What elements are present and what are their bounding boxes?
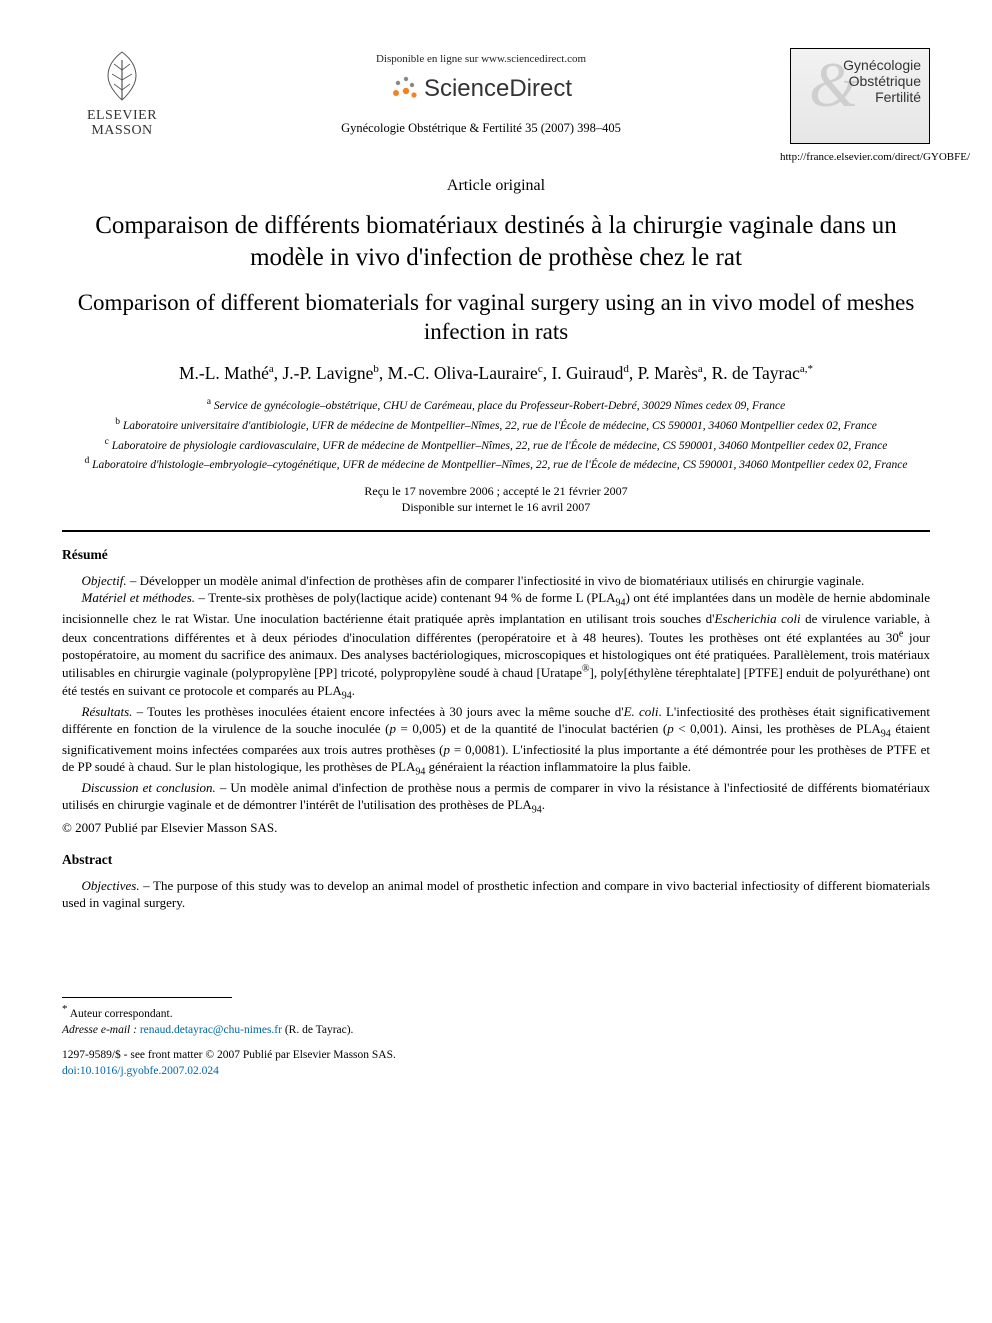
journal-url[interactable]: http://france.elsevier.com/direct/GYOBFE…	[780, 150, 930, 165]
footnote-separator	[62, 997, 232, 998]
journal-cover: & Gynécologie Obstétrique Fertilité	[790, 48, 930, 144]
corresponding-author: * Auteur correspondant.	[62, 1002, 930, 1022]
front-matter: 1297-9589/$ - see front matter © 2007 Pu…	[62, 1048, 930, 1079]
journal-title-block: Gynécologie Obstétrique Fertilité	[843, 57, 921, 105]
sciencedirect-logo: ScienceDirect	[390, 73, 572, 106]
horizontal-rule	[62, 530, 930, 532]
email-link[interactable]: renaud.detayrac@chu-nimes.fr	[140, 1024, 282, 1036]
affiliation-d: d Laboratoire d'histologie–embryologie–c…	[62, 455, 930, 473]
header: ELSEVIER MASSON Disponible en ligne sur …	[62, 48, 930, 165]
publisher-name-2: MASSON	[62, 123, 182, 138]
dates-block: Reçu le 17 novembre 2006 ; accepté le 21…	[62, 483, 930, 515]
doi-link[interactable]: doi:10.1016/j.gyobfe.2007.02.024	[62, 1064, 930, 1080]
resume-copyright: © 2007 Publié par Elsevier Masson SAS.	[62, 819, 930, 837]
sciencedirect-text: ScienceDirect	[424, 73, 572, 105]
header-center: Disponible en ligne sur www.sciencedirec…	[182, 48, 780, 137]
affiliation-b: b Laboratoire universitaire d'antibiolog…	[62, 416, 930, 434]
title-french: Comparaison de différents biomatériaux d…	[62, 210, 930, 273]
received-accepted: Reçu le 17 novembre 2006 ; accepté le 21…	[62, 483, 930, 499]
journal-box: & Gynécologie Obstétrique Fertilité http…	[780, 48, 930, 165]
sciencedirect-icon	[390, 73, 418, 106]
resume-objectif: Objectif. – Développer un modèle animal …	[62, 572, 930, 589]
title-english: Comparison of different biomaterials for…	[62, 289, 930, 347]
affiliation-a: a Service de gynécologie–obstétrique, CH…	[62, 396, 930, 414]
available-online-text: Disponible en ligne sur www.sciencedirec…	[182, 52, 780, 67]
authors-line: M.-L. Mathéa, J.-P. Lavigneb, M.-C. Oliv…	[62, 362, 930, 386]
publisher-name-1: ELSEVIER	[62, 108, 182, 123]
article-type: Article original	[62, 175, 930, 197]
resume-materiel: Matériel et méthodes. – Trente-six proth…	[62, 589, 930, 703]
journal-title-3: Fertilité	[843, 89, 921, 105]
citation-line: Gynécologie Obstétrique & Fertilité 35 (…	[182, 120, 780, 137]
online-date: Disponible sur internet le 16 avril 2007	[62, 499, 930, 515]
journal-title-2: Obstétrique	[843, 73, 921, 89]
resume-discussion: Discussion et conclusion. – Un modèle an…	[62, 779, 930, 817]
affiliation-c: c Laboratoire de physiologie cardiovascu…	[62, 436, 930, 454]
email-footnote: Adresse e-mail : renaud.detayrac@chu-nim…	[62, 1023, 930, 1039]
abstract-heading: Abstract	[62, 851, 930, 869]
journal-title-1: Gynécologie	[843, 57, 921, 73]
resume-resultats: Résultats. – Toutes les prothèses inocul…	[62, 703, 930, 779]
issn-line: 1297-9589/$ - see front matter © 2007 Pu…	[62, 1048, 930, 1064]
publisher-logo: ELSEVIER MASSON	[62, 48, 182, 139]
abstract-objectives: Objectives. – The purpose of this study …	[62, 877, 930, 912]
resume-heading: Résumé	[62, 546, 930, 564]
elsevier-tree-icon	[100, 48, 144, 104]
